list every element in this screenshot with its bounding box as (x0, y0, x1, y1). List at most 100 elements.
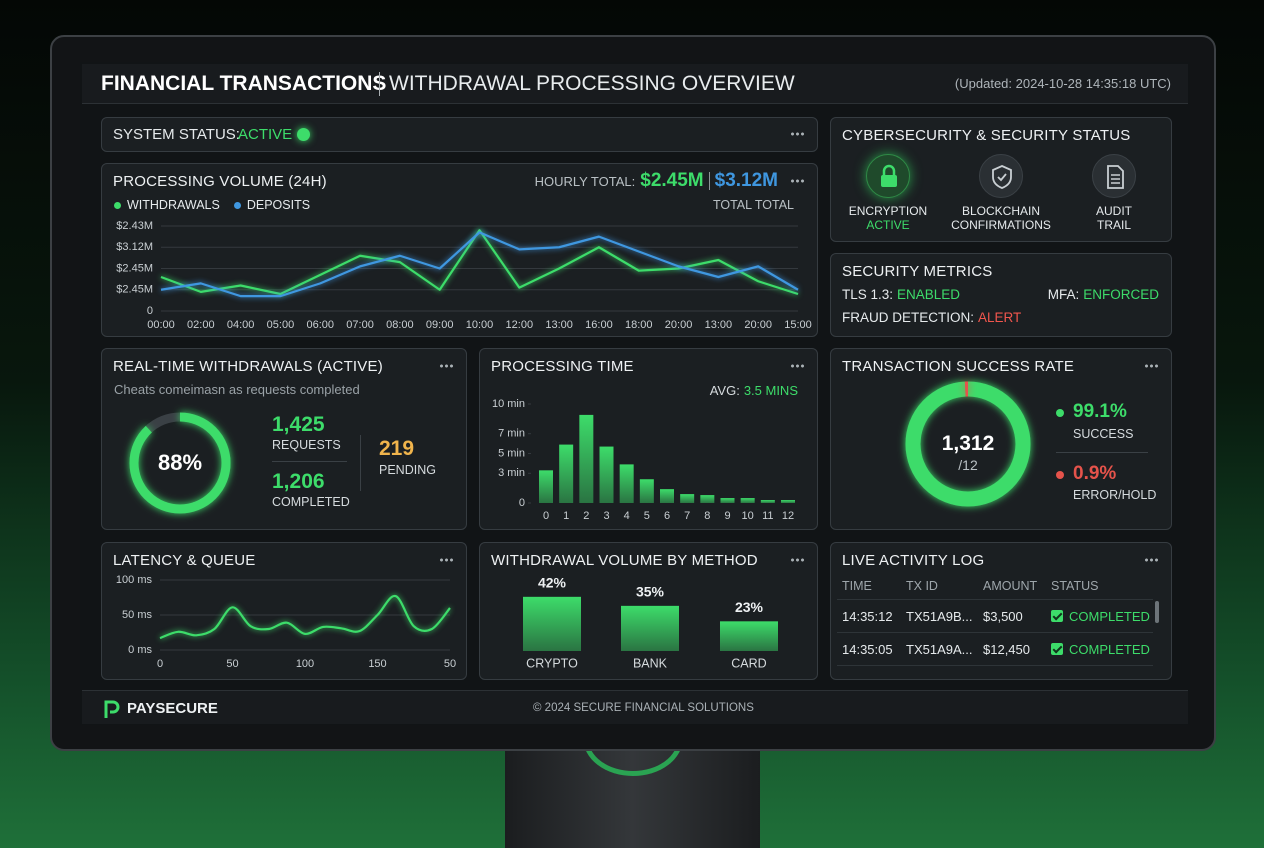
x-tick-label: 13:00 (545, 319, 573, 331)
hourly-total: HOURLY TOTAL: $2.45M $3.12M (535, 170, 778, 192)
legend-swatch (233, 201, 241, 209)
column-header: STATUS (1051, 579, 1099, 593)
value-label: 35% (636, 584, 665, 600)
hourly-label: HOURLY TOTAL: (534, 174, 636, 189)
security-item: ENCRYPTION ACTIVE (848, 204, 928, 232)
x-tick-label: 12 (782, 510, 794, 522)
encryption-icon (866, 154, 910, 198)
item-label: ENCRYPTION (848, 204, 928, 218)
x-tick-label: 9 (724, 510, 730, 522)
panel-title: TRANSACTION SUCCESS RATE (842, 358, 1075, 375)
cell: $3,500 (983, 609, 1023, 624)
value-label: 23% (735, 599, 764, 615)
menu-dots[interactable] (790, 364, 804, 368)
panel-title: REAL-TIME WITHDRAWALS (ACTIVE) (113, 358, 383, 375)
y-tick-label: $2.45M (116, 284, 153, 296)
x-tick-label: 20:00 (665, 319, 693, 331)
shield-glyph (992, 165, 1012, 189)
x-tick-label: 16:00 (585, 319, 613, 331)
bar (680, 494, 695, 503)
average: AVG: 3.5 MINS (710, 383, 798, 398)
y-tick-label: 0 (147, 305, 153, 317)
legend-label: WITHDRAWALS (127, 198, 220, 212)
menu-dots[interactable] (439, 364, 453, 368)
item-status: ACTIVE (866, 218, 910, 232)
panel-title: WITHDRAWAL VOLUME BY METHOD (491, 552, 758, 569)
bar (579, 414, 594, 503)
x-tick-label: 0 (157, 658, 163, 670)
metric-label: MFA: (1047, 287, 1080, 302)
deposit-total: $3.12M (714, 170, 778, 191)
bar (559, 444, 574, 503)
x-tick-label: 50 (444, 658, 456, 670)
check-icon (1051, 643, 1063, 655)
x-tick-label: 50 (226, 658, 238, 670)
legend-item: DEPOSITS (233, 198, 311, 212)
x-tick-label: 13:00 (705, 319, 733, 331)
menu-dots[interactable] (790, 132, 804, 136)
bar (639, 479, 654, 503)
x-tick-label: CARD (731, 656, 766, 670)
audit-icon (1092, 154, 1136, 198)
security-metrics-panel: SECURITY METRICS TLS 1.3: ENABLED MFA: ENF… (830, 253, 1172, 337)
row-divider (837, 665, 1153, 666)
menu-dots[interactable] (1144, 364, 1158, 368)
metric-status: ALERT (978, 310, 1022, 325)
x-tick-label: 100 (296, 658, 314, 670)
pending-count: 219 (379, 437, 415, 460)
series-line (160, 231, 799, 298)
donut-label: 88% (158, 450, 202, 475)
metric-status: ENFORCED (1083, 287, 1159, 302)
legend-swatch (1056, 471, 1064, 479)
bar (660, 489, 674, 503)
x-tick-label: 6 (664, 510, 670, 522)
x-tick-label: 150 (368, 658, 386, 670)
status-text: COMPLETED (1069, 609, 1150, 624)
x-tick-label: 3 (603, 510, 609, 522)
copyright: © 2024 SECURE FINANCIAL SOLUTIONS (533, 702, 754, 714)
check-icon (1051, 610, 1063, 622)
method-chart: 42% CRYPTO 35% BANK 23% CARD (523, 575, 778, 670)
bar (700, 495, 715, 503)
panel-title: SECURITY METRICS (842, 263, 993, 280)
metric: FRAUD DETECTION: ALERT (842, 310, 1021, 325)
total-caption: TOTAL TOTAL (712, 198, 794, 212)
scrollbar[interactable] (1155, 601, 1159, 623)
x-tick-label: CRYPTO (526, 656, 578, 670)
brand-logo (104, 700, 120, 718)
x-tick-label: 20:00 (744, 319, 772, 331)
lock-glyph (881, 164, 897, 187)
series-line (160, 229, 799, 296)
divider (1056, 452, 1148, 453)
bar (760, 500, 775, 503)
cell: TX51A9B... (906, 609, 973, 624)
y-tick-label: 100 ms (116, 574, 153, 586)
panel-title: LIVE ACTIVITY LOG (842, 552, 985, 569)
panel-subtitle: Cheats comeimasn as requests completed (114, 382, 360, 397)
legend-item: WITHDRAWALS (114, 198, 220, 212)
total-separator (708, 172, 710, 190)
status-cell: COMPLETED (1051, 642, 1150, 657)
avg-value: 3.5 MINS (743, 383, 798, 398)
menu-dots[interactable] (1144, 558, 1158, 562)
item-label: TRAIL (1096, 218, 1131, 232)
menu-dots[interactable] (439, 558, 453, 562)
panel-title: CYBERSECURITY & SECURITY STATUS (842, 127, 1131, 144)
menu-dots[interactable] (790, 558, 804, 562)
metric: MFA: ENFORCED (1048, 287, 1159, 302)
bar (619, 464, 634, 503)
success-rate-panel: TRANSACTION SUCCESS RATE 1,312 /12 99.1%… (830, 348, 1172, 530)
center-sub: /12 (958, 457, 978, 473)
x-tick-label: 2 (583, 510, 589, 522)
slice-name: SUCCESS (1073, 427, 1134, 441)
legend-label: DEPOSITS (246, 198, 311, 212)
y-tick-label: 7 min (498, 428, 525, 440)
y-tick-label: 5 min (498, 447, 525, 459)
volume-chart: 0 $2.45M $2.45M $3.12M $2.43M 00:00 02:00 04:00… (116, 220, 811, 331)
menu-dots[interactable] (790, 179, 804, 183)
latency-panel: 0 ms 50 ms 100 ms 0 50 100 150 50 LATENCY & QUE… (101, 542, 467, 680)
x-tick-label: 8 (704, 510, 710, 522)
